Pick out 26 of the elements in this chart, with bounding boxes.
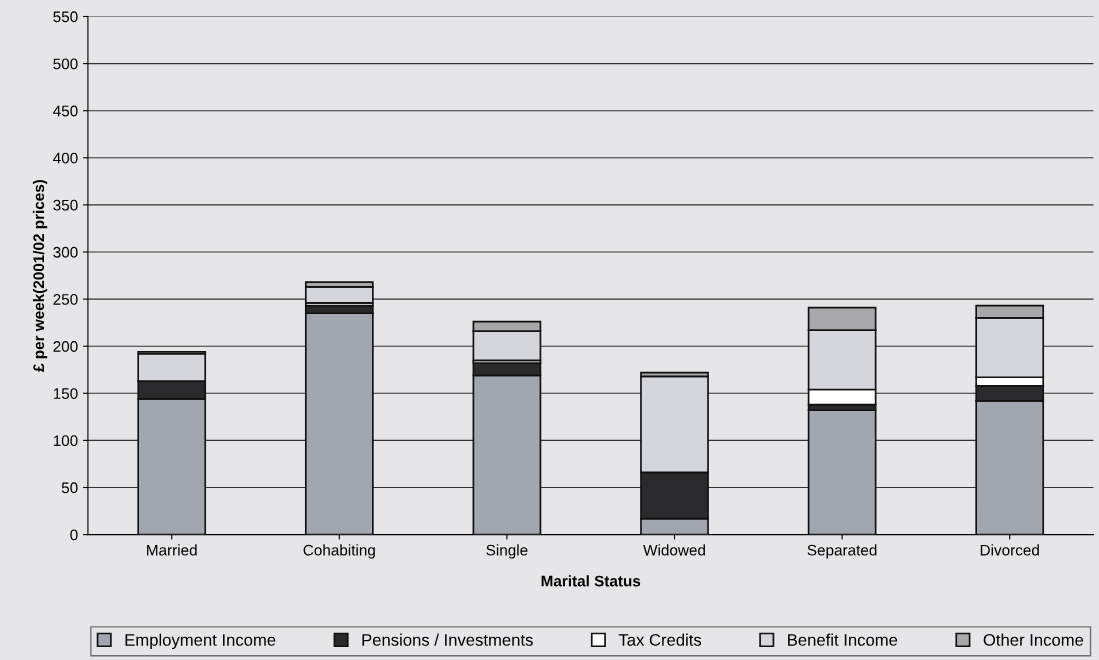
y-tick-label: 300	[53, 246, 78, 258]
y-tick-label: 50	[61, 482, 78, 494]
x-tick-label: Cohabiting	[303, 544, 375, 559]
y-tick-label: 200	[53, 341, 78, 352]
legend-label: Employment Income	[125, 633, 276, 650]
x-tick-label: Widowed	[643, 544, 705, 556]
x-tick-label: Separated	[807, 544, 877, 559]
y-tick-label: 150	[53, 388, 78, 399]
y-tick-label: 500	[53, 58, 78, 70]
x-tick-label: Divorced	[980, 544, 1039, 556]
x-tick-label: Married	[147, 544, 197, 556]
x-axis-title: Marital Status	[541, 575, 641, 587]
x-tick-label: Single	[486, 544, 528, 559]
bar	[807, 409, 877, 535]
y-tick-label: 400	[53, 152, 78, 164]
legend-label: Other Income	[983, 633, 1084, 646]
y-tick-label: 550	[53, 11, 78, 23]
y-tick-label: 0	[70, 529, 78, 541]
y-axis-title: £ per week(2001/02 prices)	[32, 179, 48, 372]
legend-label: Benefit Income	[788, 633, 898, 646]
y-tick-label: 450	[53, 105, 78, 117]
y-tick-label: 100	[53, 435, 78, 447]
legend-label: Pensions / Investments	[362, 633, 533, 646]
y-tick-label: 350	[53, 199, 78, 211]
y-tick-label: 250	[53, 293, 78, 305]
legend-label: Tax Credits	[618, 633, 702, 646]
